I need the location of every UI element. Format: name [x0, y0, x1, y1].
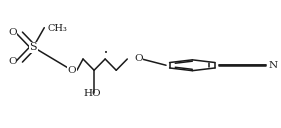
Text: •: • — [104, 50, 108, 56]
Text: O: O — [8, 28, 17, 37]
Text: HO: HO — [84, 89, 101, 98]
Text: N: N — [268, 61, 278, 70]
Text: S: S — [30, 42, 37, 52]
Text: CH₃: CH₃ — [47, 24, 67, 33]
Text: O: O — [68, 66, 76, 75]
Text: O: O — [134, 54, 143, 63]
Text: O: O — [8, 57, 17, 66]
